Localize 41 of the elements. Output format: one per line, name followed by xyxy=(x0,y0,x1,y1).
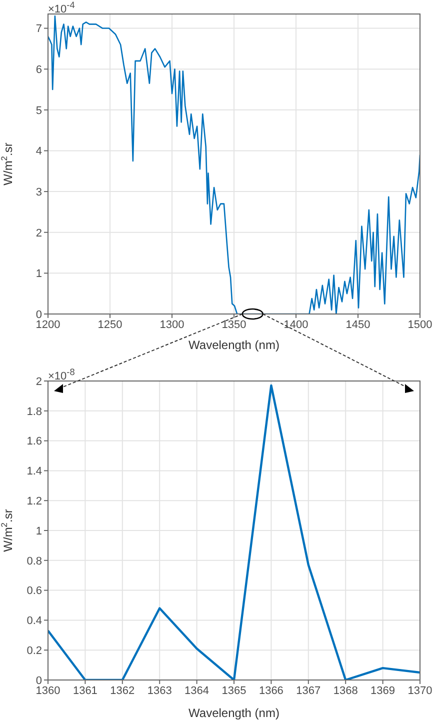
x-tick-label: 1367 xyxy=(296,684,321,697)
x-tick-label: 1370 xyxy=(408,684,432,697)
x-axis-title: Wavelength (nm) xyxy=(188,338,280,352)
y-tick-label: 2 xyxy=(36,376,42,388)
y-tick-label: 0.8 xyxy=(26,555,42,568)
x-tick-label: 1366 xyxy=(258,684,284,697)
x-tick-label: 1450 xyxy=(346,318,370,331)
x-tick-label: 1360 xyxy=(36,684,60,697)
y-tick-label: 0.6 xyxy=(26,585,42,598)
x-tick-label: 1368 xyxy=(333,684,358,697)
y-tick-label: 0 xyxy=(36,308,42,321)
x-tick-label: 1364 xyxy=(184,684,210,697)
y-tick-label: 0.4 xyxy=(26,615,42,628)
y-tick-label: 5 xyxy=(36,104,42,117)
y-tick-label: 0 xyxy=(36,674,42,687)
y-tick-label: 7 xyxy=(36,23,42,36)
annotation: ×10$^{-4}$ xyxy=(48,0,75,16)
y-tick-label: 2 xyxy=(36,227,42,240)
y-tick-label: 1 xyxy=(36,268,42,280)
annotation: ×10$^{-8}$ xyxy=(48,366,75,383)
y-tick-label: 1.2 xyxy=(26,496,42,508)
x-tick-label: 1200 xyxy=(36,318,60,331)
x-tick-label: 1362 xyxy=(110,684,135,697)
y-tick-label: 1.8 xyxy=(26,406,42,418)
x-tick-label: 1350 xyxy=(222,318,246,331)
x-tick-label: 1361 xyxy=(72,684,98,697)
y-tick-label: 4 xyxy=(36,146,42,158)
x-tick-label: 1363 xyxy=(147,684,172,697)
x-tick-label: 1365 xyxy=(222,684,246,697)
x-axis-title: Wavelength (nm) xyxy=(188,706,280,720)
x-tick-label: 1300 xyxy=(160,318,184,331)
y-tick-label: 0.2 xyxy=(26,645,42,658)
y-tick-label: 1.6 xyxy=(26,436,42,448)
y-tick-label: 3 xyxy=(36,186,42,198)
x-tick-label: 1369 xyxy=(370,684,396,697)
x-tick-label: 1500 xyxy=(408,318,432,331)
y-tick-label: 6 xyxy=(36,64,42,76)
x-tick-label: 1250 xyxy=(98,318,122,331)
x-tick-label: 1400 xyxy=(284,318,308,331)
y-tick-label: 1.4 xyxy=(26,466,42,478)
y-tick-label: 1 xyxy=(36,525,42,538)
